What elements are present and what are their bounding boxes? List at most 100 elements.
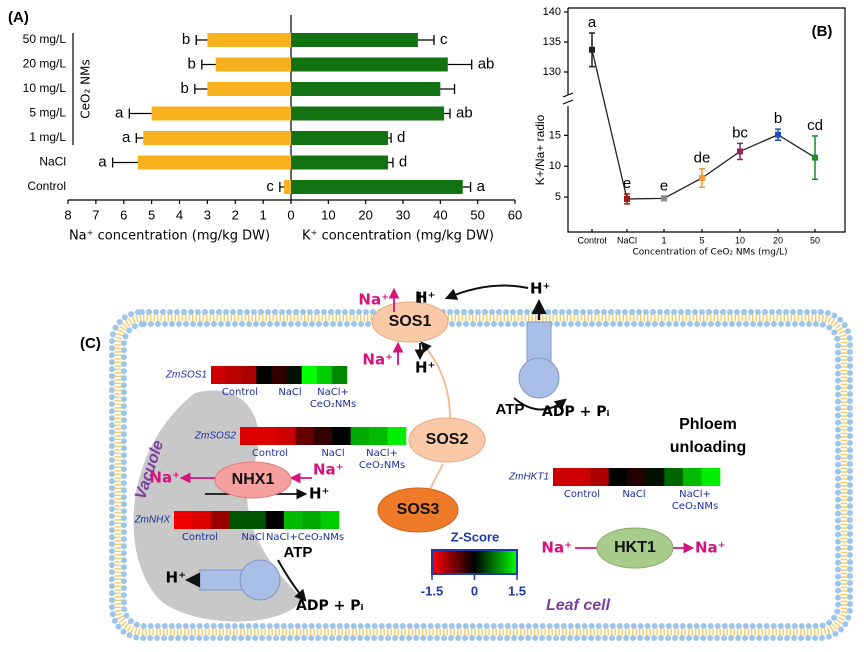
heatmap-cell [265, 511, 285, 529]
y-axis-title: K+/Na+ radio [533, 114, 547, 185]
error-bar [388, 157, 394, 168]
significance-letter: d [399, 153, 407, 170]
point [661, 195, 667, 202]
category-label: Control [27, 179, 66, 193]
heatmap-cell [627, 468, 647, 486]
heatmap-cell [302, 511, 321, 529]
heatmap-cell [241, 366, 257, 384]
significance-letter: ab [456, 104, 473, 121]
protein-label: SOS1 [389, 313, 432, 330]
ion: H⁺ [166, 569, 186, 587]
heatmap-cell [284, 511, 303, 529]
ion: H⁺ [415, 289, 435, 307]
significance-letter: b [180, 80, 188, 97]
x-tick-label: 1 [661, 235, 666, 245]
error-bar [444, 108, 451, 119]
heatmap-cell [608, 468, 628, 486]
significance-letter: e [660, 177, 668, 194]
x-tick-label: 6 [120, 207, 127, 222]
significance-letter: de [694, 150, 711, 167]
x-tick-label: 7 [92, 207, 99, 222]
heatmap-cell [276, 427, 296, 445]
x-tick-label: 10 [321, 207, 335, 222]
bar [137, 155, 291, 170]
significance-letter: a [477, 178, 486, 195]
membrane-outer [109, 309, 853, 641]
heatmap-cell [369, 427, 388, 445]
heatmap-cell [256, 366, 272, 384]
significance-letter: a [98, 153, 107, 170]
category-label: 5 mg/L [29, 106, 66, 120]
gene-label: ZmNHX [133, 515, 170, 526]
error-bar [279, 182, 285, 192]
x-tick-label: 3 [204, 207, 211, 222]
bar [151, 106, 291, 121]
x-tick-label: Control [577, 235, 606, 245]
protein-label: SOS2 [426, 431, 469, 448]
bar [207, 82, 291, 96]
error-bar [195, 35, 208, 45]
group-label: CeO₂NMs [672, 501, 718, 512]
group-label: NaCl [278, 387, 301, 398]
group-label: CeO₂NMs [310, 399, 356, 410]
significance-letter: bc [732, 124, 748, 141]
heatmap-cell [240, 427, 259, 445]
membrane-core [114, 314, 848, 636]
group-label: Control [252, 448, 288, 459]
heatmap-cell [211, 366, 227, 384]
error-bar [111, 157, 138, 168]
heatmap-cell [553, 468, 572, 486]
x-tick-label: 5 [699, 235, 704, 245]
y-tick-label: 135 [543, 36, 561, 48]
point [737, 148, 743, 155]
ion: Na⁺ [149, 469, 180, 487]
category-label: 10 mg/L [23, 81, 67, 95]
heatmap-cell [313, 427, 333, 445]
heatmap-cell [301, 366, 318, 384]
axis-frame [567, 7, 846, 233]
pump-head [239, 559, 281, 601]
error-bar [462, 182, 472, 192]
x-tick-label: 5 [148, 207, 155, 222]
heatmap-cell [174, 511, 193, 529]
group-label: NaCl [321, 448, 344, 459]
significance-letter: cd [807, 117, 823, 134]
heatmap-cell [320, 511, 340, 529]
arrow [444, 284, 529, 300]
significance-letter: ab [478, 55, 495, 72]
energy-label: ADP + Pᵢ [542, 404, 610, 420]
group-label: NaCl+ [317, 387, 349, 398]
heatmap-cell [316, 366, 333, 384]
bar [291, 82, 441, 96]
group-label: CeO₂NMs [359, 460, 405, 471]
y-tick-label: 5 [555, 191, 561, 203]
y-tick-label: 140 [543, 6, 561, 18]
arrow [420, 341, 451, 419]
heatmap-cell [286, 366, 302, 384]
x-axis-title: Concentration of CeO₂ NMs (mg/L) [632, 248, 787, 258]
significance-letter: c [440, 31, 448, 48]
error-bar [128, 108, 152, 119]
x-tick-label: 60 [508, 207, 522, 222]
x-tick-label: 40 [433, 207, 447, 222]
significance-letter: d [397, 129, 405, 146]
ion: Na⁺ [695, 539, 726, 557]
bar [207, 33, 291, 47]
x-tick-label: 2 [232, 207, 239, 222]
arrow [429, 463, 444, 490]
category-label: NaCl [39, 155, 66, 169]
heatmap-cell [571, 468, 591, 486]
heatmap-cell [645, 468, 665, 486]
x-tick-label: 8 [64, 207, 71, 222]
y-tick-label: 10 [549, 160, 561, 172]
heatmap-cell [271, 366, 287, 384]
error-bar [201, 59, 216, 70]
heatmap-cell [701, 468, 721, 486]
error-bar [388, 133, 392, 143]
zscore-bar [431, 549, 518, 575]
protein-label: NHX1 [232, 471, 275, 488]
